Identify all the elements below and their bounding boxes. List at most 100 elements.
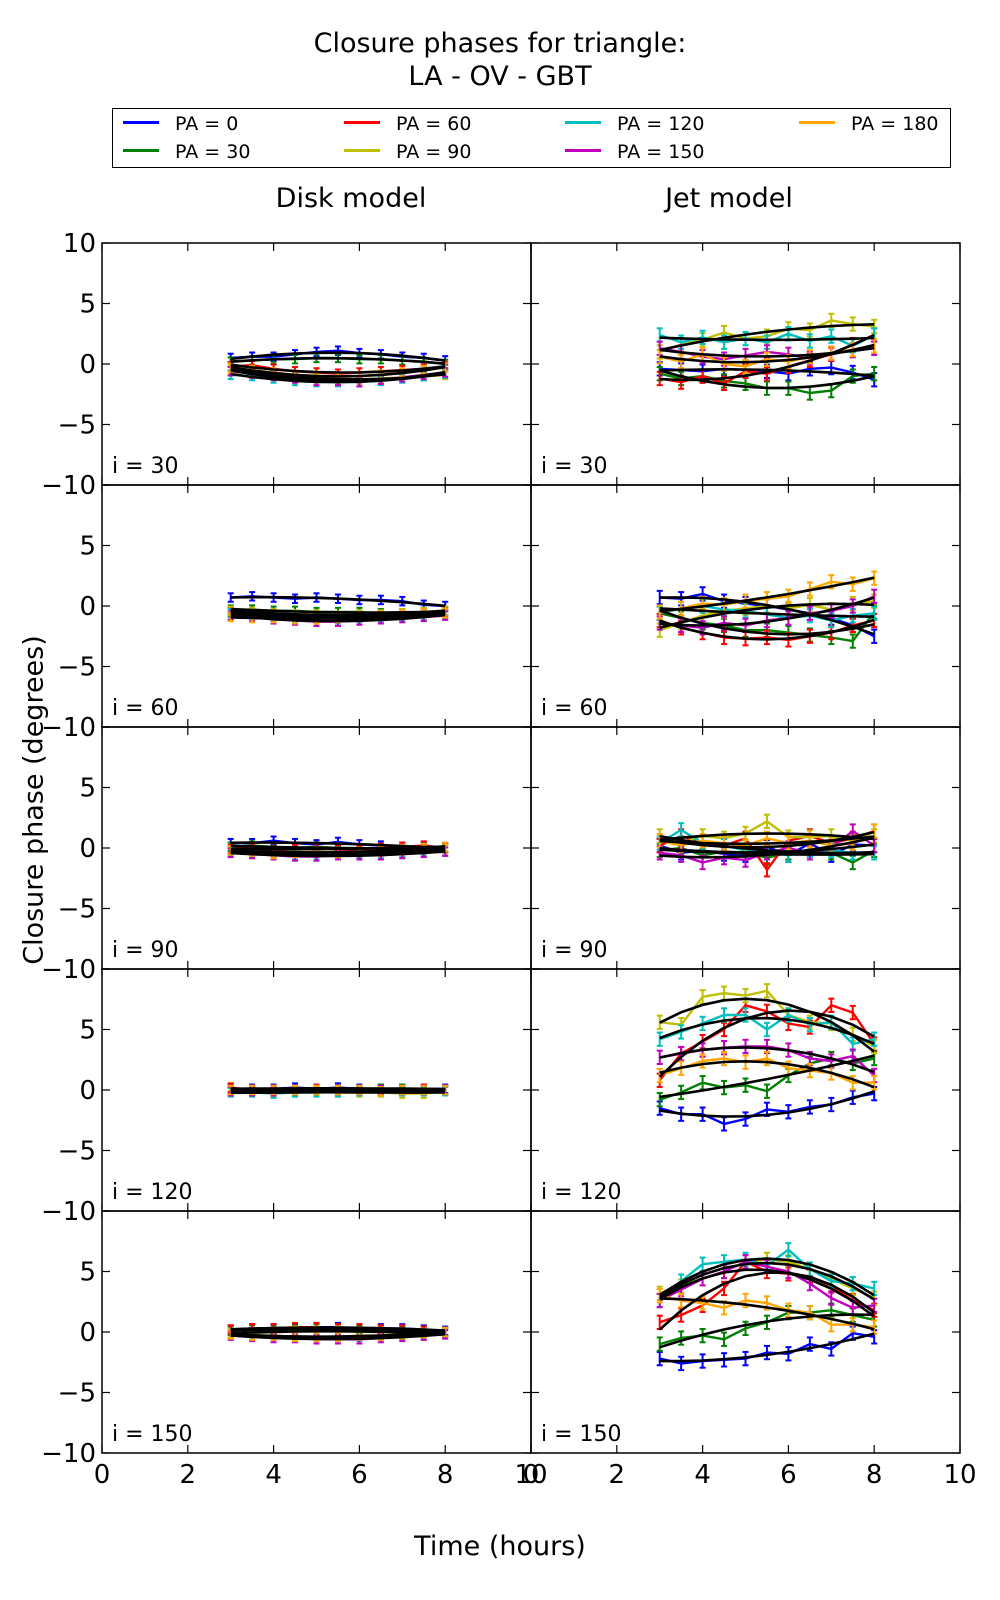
model-fit-line [659, 1332, 875, 1363]
y-tick-label: −10 [41, 955, 96, 985]
model-fit-line [659, 836, 875, 859]
model-fit-line [230, 610, 446, 620]
series-line [659, 1294, 875, 1329]
legend-label: PA = 120 [617, 113, 705, 135]
model-fit-line [659, 607, 875, 618]
legend-swatch [565, 149, 601, 152]
y-tick-label: 0 [79, 1318, 96, 1348]
model-fit-line [659, 1261, 875, 1301]
model-fit-line [659, 1297, 875, 1331]
model-fit-line [659, 343, 875, 364]
model-fit-line [230, 363, 446, 374]
y-axis-label: Closure phase (degrees) [18, 635, 50, 965]
panel-frame [101, 484, 532, 728]
y-tick-label: 0 [79, 1076, 96, 1106]
legend-item: PA = 180 [799, 111, 939, 137]
y-tick-label: −5 [58, 653, 96, 683]
legend-label: PA = 180 [851, 113, 939, 135]
y-tick-label: −10 [41, 1439, 96, 1469]
model-fit-line [230, 1330, 446, 1338]
y-tick-label: −5 [58, 1137, 96, 1167]
model-fit-line [659, 835, 875, 846]
legend-label: PA = 30 [175, 141, 251, 163]
panel-label: i = 60 [112, 696, 179, 721]
x-tick-label: 10 [514, 1460, 547, 1490]
model-fit-line [659, 1054, 875, 1099]
model-fit-line [230, 351, 446, 362]
y-tick-label: −5 [58, 1379, 96, 1409]
panel-label: i = 120 [112, 1180, 193, 1205]
model-fit-line [659, 1016, 875, 1046]
panel-frame [101, 242, 532, 486]
panel-label: i = 90 [541, 938, 608, 963]
y-tick-label: −10 [41, 1197, 96, 1227]
model-fit-line [230, 609, 446, 617]
y-tick-label: −5 [58, 411, 96, 441]
model-fit-line [659, 1313, 875, 1349]
legend-label: PA = 150 [617, 141, 705, 163]
model-fit-line [659, 1268, 875, 1318]
y-tick-label: 10 [63, 229, 96, 259]
panel-label: i = 30 [541, 454, 608, 479]
model-fit-line [659, 336, 875, 342]
x-tick-label: 2 [609, 1460, 626, 1490]
x-tick-label: 8 [866, 1460, 883, 1490]
y-tick-label: 5 [79, 1258, 96, 1288]
model-fit-line [659, 618, 875, 641]
y-tick-label: 0 [79, 834, 96, 864]
figure-title-line-2: LA - OV - GBT [408, 61, 592, 92]
column-title-disk: Disk model [275, 183, 427, 214]
model-fit-line [659, 596, 875, 627]
legend-swatch [123, 121, 159, 124]
legend-item: PA = 120 [565, 111, 705, 137]
x-axis-label: Time (hours) [414, 1531, 586, 1562]
y-tick-label: 0 [79, 350, 96, 380]
y-tick-label: 5 [79, 774, 96, 804]
model-fit-line [230, 850, 446, 858]
x-tick-label: 4 [265, 1460, 282, 1490]
model-fit-line [230, 369, 446, 383]
model-fit-line [659, 1060, 875, 1089]
panel-label: i = 150 [541, 1422, 622, 1447]
model-fit-line [230, 356, 446, 365]
legend-item: PA = 150 [565, 139, 705, 165]
model-fit-line [230, 845, 446, 855]
model-fit-line [230, 845, 446, 851]
model-fit-line [659, 596, 875, 636]
x-tick-label: 2 [180, 1460, 197, 1490]
y-tick-label: 5 [79, 532, 96, 562]
model-fit-line [230, 365, 446, 378]
legend-swatch [799, 121, 835, 124]
model-fit-line [230, 1330, 446, 1336]
x-tick-label: 0 [523, 1460, 540, 1490]
model-fit-line [659, 832, 875, 842]
model-fit-line [230, 1332, 446, 1341]
y-tick-label: −10 [41, 471, 96, 501]
legend-label: PA = 90 [396, 141, 472, 163]
model-fit-line [659, 602, 875, 630]
y-tick-label: 5 [79, 290, 96, 320]
y-tick-label: 5 [79, 1016, 96, 1046]
panel-label: i = 150 [112, 1422, 193, 1447]
model-fit-line [659, 1046, 875, 1074]
x-tick-label: 10 [943, 1460, 976, 1490]
legend-label: PA = 0 [175, 113, 239, 135]
x-tick-label: 6 [780, 1460, 797, 1490]
legend-item: PA = 0 [123, 111, 238, 137]
column-title-jet: Jet model [665, 183, 793, 214]
legend-swatch [565, 121, 601, 124]
y-tick-label: −10 [41, 713, 96, 743]
model-fit-line [659, 576, 875, 613]
legend-item: PA = 90 [344, 139, 471, 165]
panel-label: i = 90 [112, 938, 179, 963]
panel-label: i = 30 [112, 454, 179, 479]
model-fit-line [658, 1009, 875, 1078]
model-fit-line [659, 323, 875, 352]
legend: PA = 0 PA = 30 PA = 60 PA = 90 PA = 120 PA = … [112, 108, 951, 168]
model-fit-line [659, 1257, 875, 1297]
panel-label: i = 120 [541, 1180, 622, 1205]
legend-item: PA = 30 [123, 139, 250, 165]
model-fit-line [659, 333, 875, 382]
panel-label: i = 60 [541, 696, 608, 721]
